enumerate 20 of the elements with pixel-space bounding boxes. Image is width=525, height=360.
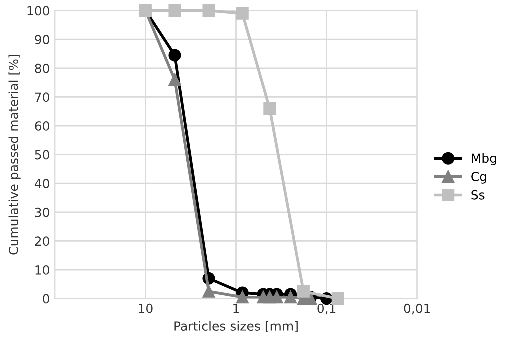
x-axis-title: Particles sizes [mm] — [174, 321, 298, 332]
y-axis-title: Cumulative passed material [%] — [8, 55, 21, 255]
x-tick-label: 10 — [139, 304, 153, 314]
y-tick-label: 50 — [35, 150, 50, 160]
x-tick-label: 0,01 — [404, 304, 430, 315]
y-tick-label: 70 — [35, 92, 50, 102]
legend-label: Mbg — [472, 153, 496, 166]
x-tick-label: 1 — [234, 304, 240, 314]
y-tick-label: 10 — [36, 265, 50, 275]
y-tick-label: 90 — [35, 35, 50, 45]
y-tick-label: 30 — [35, 208, 50, 218]
y-tick-label: 80 — [35, 64, 50, 74]
y-tick-label: 60 — [35, 121, 50, 131]
legend-label: Cg — [472, 172, 486, 184]
x-tick-label: 0,1 — [318, 304, 336, 315]
legend-label: Ss — [472, 190, 485, 200]
y-tick-label: 100 — [28, 6, 50, 16]
y-tick-label: 20 — [35, 236, 50, 246]
y-tick-label: 40 — [34, 179, 50, 189]
y-tick-label: 0 — [43, 294, 50, 304]
